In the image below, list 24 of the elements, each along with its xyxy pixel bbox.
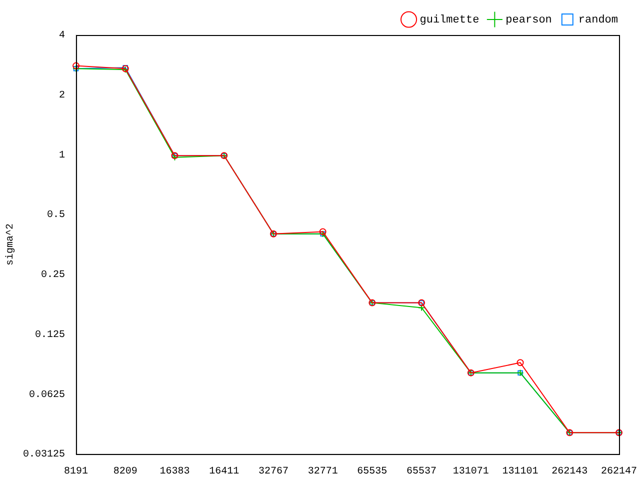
x-tick-label: 32771: [308, 466, 338, 478]
y-tick-label: 4: [58, 30, 66, 42]
x-tick-label: 32767: [258, 466, 288, 478]
y-tick-label: 0.5: [46, 210, 66, 222]
y-tick-label: 0.25: [40, 270, 66, 282]
y-tick-label: 0.125: [34, 330, 66, 341]
x-tick-label: 16411: [209, 466, 240, 478]
legend-label: pearson: [506, 14, 552, 26]
x-tick-label: 262143: [552, 466, 588, 478]
x-tick-label: 8191: [64, 466, 88, 478]
y-tick-label: 0.0625: [28, 390, 66, 401]
y-tick-label: 1: [58, 150, 66, 162]
x-tick-label: 8209: [113, 466, 138, 478]
y-tick-label: 2: [58, 90, 66, 102]
y-tick-label: 0.03125: [22, 450, 66, 461]
x-tick-label: 131101: [502, 466, 538, 478]
legend-label: guilmette: [420, 14, 480, 26]
x-tick-label: 131071: [452, 466, 489, 478]
x-tick-label: 65537: [406, 466, 437, 478]
x-tick-label: 262147: [600, 466, 638, 478]
legend-label: random: [578, 14, 618, 26]
y-axis-title: sigma^2: [4, 223, 17, 266]
x-tick-label: 16383: [160, 466, 190, 478]
x-tick-label: 65535: [357, 466, 388, 478]
